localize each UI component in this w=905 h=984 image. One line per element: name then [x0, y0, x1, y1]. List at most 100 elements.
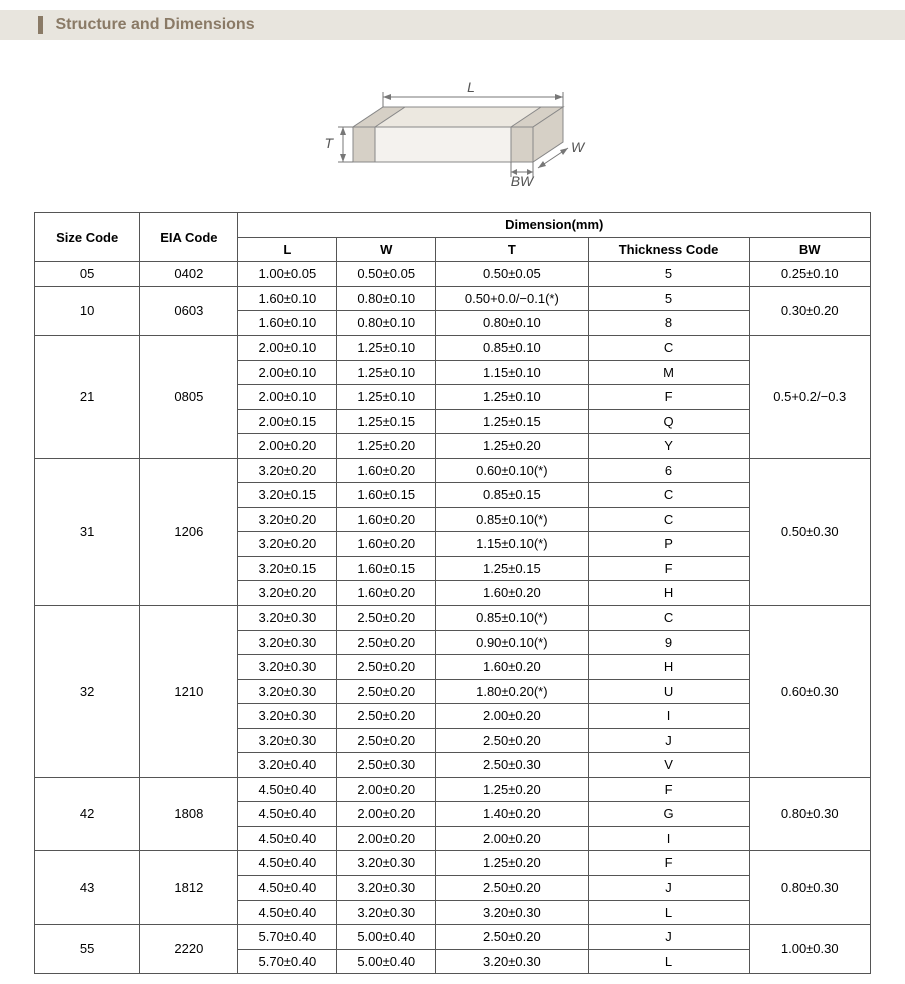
col-t: T [436, 237, 588, 262]
cell-bw: 0.80±0.30 [749, 851, 870, 925]
cell-tc: L [588, 900, 749, 925]
cell-l: 2.00±0.10 [238, 335, 337, 360]
cell-eia-code: 1812 [140, 851, 238, 925]
cell-l: 4.50±0.40 [238, 900, 337, 925]
table-row: 0504021.00±0.050.50±0.050.50±0.0550.25±0… [35, 262, 871, 287]
chip-right-terminal [511, 127, 533, 162]
cell-w: 1.25±0.10 [337, 385, 436, 410]
col-w: W [337, 237, 436, 262]
cell-w: 1.60±0.20 [337, 532, 436, 557]
cell-t: 0.50±0.05 [436, 262, 588, 287]
cell-tc: 5 [588, 286, 749, 311]
cell-l: 4.50±0.40 [238, 777, 337, 802]
cell-t: 2.50±0.20 [436, 728, 588, 753]
cell-tc: 8 [588, 311, 749, 336]
cell-l: 5.70±0.40 [238, 949, 337, 974]
cell-w: 2.50±0.20 [337, 679, 436, 704]
chip-svg: L T W BW [303, 52, 603, 202]
cell-l: 1.00±0.05 [238, 262, 337, 287]
cell-eia-code: 0805 [140, 335, 238, 458]
cell-tc: C [588, 605, 749, 630]
cell-t: 1.80±0.20(*) [436, 679, 588, 704]
cell-tc: H [588, 581, 749, 606]
cell-t: 0.85±0.10(*) [436, 507, 588, 532]
cell-t: 0.85±0.10 [436, 335, 588, 360]
cell-l: 2.00±0.10 [238, 385, 337, 410]
cell-l: 3.20±0.30 [238, 605, 337, 630]
cell-l: 3.20±0.20 [238, 507, 337, 532]
cell-t: 2.50±0.20 [436, 876, 588, 901]
cell-eia-code: 0603 [140, 286, 238, 335]
section-header-bar [38, 16, 43, 34]
section-header: Structure and Dimensions [0, 10, 905, 40]
cell-w: 2.50±0.20 [337, 605, 436, 630]
cell-l: 3.20±0.20 [238, 581, 337, 606]
cell-w: 1.60±0.20 [337, 458, 436, 483]
cell-size-code: 31 [35, 458, 140, 605]
cell-w: 2.00±0.20 [337, 802, 436, 827]
cell-t: 3.20±0.30 [436, 900, 588, 925]
cell-w: 0.50±0.05 [337, 262, 436, 287]
cell-t: 0.50+0.0/−0.1(*) [436, 286, 588, 311]
col-dimension: Dimension(mm) [238, 213, 871, 238]
cell-t: 1.25±0.10 [436, 385, 588, 410]
cell-t: 1.25±0.20 [436, 434, 588, 459]
cell-l: 5.70±0.40 [238, 925, 337, 950]
cell-t: 0.90±0.10(*) [436, 630, 588, 655]
cell-w: 2.50±0.20 [337, 655, 436, 680]
table-row: 3112063.20±0.201.60±0.200.60±0.10(*)60.5… [35, 458, 871, 483]
table-row: 5522205.70±0.405.00±0.402.50±0.20J1.00±0… [35, 925, 871, 950]
cell-l: 3.20±0.15 [238, 483, 337, 508]
cell-w: 0.80±0.10 [337, 311, 436, 336]
cell-l: 3.20±0.20 [238, 532, 337, 557]
cell-tc: J [588, 728, 749, 753]
table-row: 3212103.20±0.302.50±0.200.85±0.10(*)C0.6… [35, 605, 871, 630]
cell-w: 5.00±0.40 [337, 925, 436, 950]
table-row: 4318124.50±0.403.20±0.301.25±0.20F0.80±0… [35, 851, 871, 876]
cell-t: 1.25±0.20 [436, 851, 588, 876]
cell-t: 2.00±0.20 [436, 826, 588, 851]
cell-tc: C [588, 483, 749, 508]
cell-eia-code: 1808 [140, 777, 238, 851]
cell-t: 1.25±0.20 [436, 777, 588, 802]
cell-tc: J [588, 876, 749, 901]
cell-tc: I [588, 826, 749, 851]
cell-w: 5.00±0.40 [337, 949, 436, 974]
col-bw: BW [749, 237, 870, 262]
cell-tc: F [588, 556, 749, 581]
col-l: L [238, 237, 337, 262]
cell-tc: J [588, 925, 749, 950]
cell-l: 3.20±0.30 [238, 630, 337, 655]
cell-eia-code: 1210 [140, 605, 238, 777]
table-row: 4218084.50±0.402.00±0.201.25±0.20F0.80±0… [35, 777, 871, 802]
cell-tc: 5 [588, 262, 749, 287]
dim-label-w: W [571, 139, 586, 155]
cell-l: 3.20±0.30 [238, 728, 337, 753]
cell-tc: F [588, 851, 749, 876]
cell-l: 2.00±0.10 [238, 360, 337, 385]
col-size-code: Size Code [35, 213, 140, 262]
dim-label-l: L [467, 79, 475, 95]
cell-tc: C [588, 335, 749, 360]
cell-t: 2.50±0.20 [436, 925, 588, 950]
cell-size-code: 32 [35, 605, 140, 777]
cell-tc: 9 [588, 630, 749, 655]
cell-w: 1.60±0.20 [337, 507, 436, 532]
cell-bw: 0.50±0.30 [749, 458, 870, 605]
cell-tc: Q [588, 409, 749, 434]
cell-size-code: 21 [35, 335, 140, 458]
cell-w: 2.50±0.20 [337, 704, 436, 729]
cell-bw: 0.80±0.30 [749, 777, 870, 851]
cell-bw: 0.5+0.2/−0.3 [749, 335, 870, 458]
chip-left-terminal [353, 127, 375, 162]
cell-size-code: 10 [35, 286, 140, 335]
cell-w: 1.60±0.20 [337, 581, 436, 606]
cell-t: 1.60±0.20 [436, 655, 588, 680]
cell-tc: C [588, 507, 749, 532]
cell-w: 1.25±0.10 [337, 360, 436, 385]
cell-l: 3.20±0.15 [238, 556, 337, 581]
cell-w: 1.25±0.10 [337, 335, 436, 360]
cell-tc: 6 [588, 458, 749, 483]
cell-t: 3.20±0.30 [436, 949, 588, 974]
cell-tc: U [588, 679, 749, 704]
